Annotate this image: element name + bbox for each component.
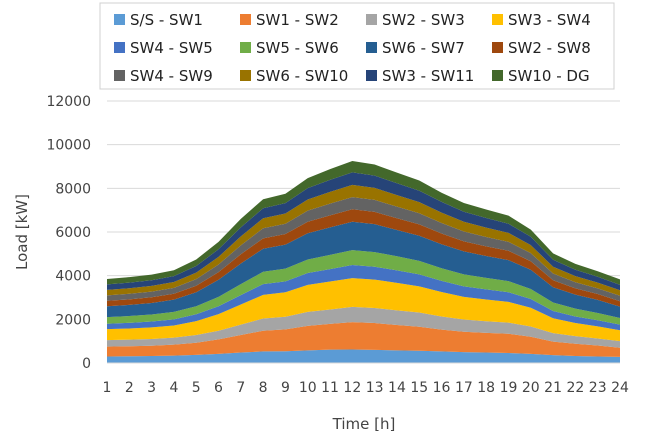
legend-swatch xyxy=(114,14,125,25)
legend-swatch xyxy=(114,70,125,81)
y-tick-label: 4000 xyxy=(55,269,91,285)
x-tick-label: 4 xyxy=(169,380,178,396)
area-series-12 xyxy=(107,161,620,285)
x-tick-label: 9 xyxy=(281,380,290,396)
area-series-2 xyxy=(107,322,620,357)
legend-label: SW1 - SW2 xyxy=(256,11,339,29)
legend-label: SW6 - SW10 xyxy=(256,67,348,85)
legend-label: SW2 - SW3 xyxy=(382,11,465,29)
plot-areas xyxy=(107,161,620,363)
legend-swatch xyxy=(240,70,251,81)
x-tick-label: 8 xyxy=(259,380,268,396)
y-tick-label: 6000 xyxy=(55,225,91,241)
area-series-9 xyxy=(107,197,620,302)
y-tick-label: 0 xyxy=(82,356,91,372)
x-tick-label: 5 xyxy=(192,380,201,396)
legend-label: SW5 - SW6 xyxy=(256,39,339,57)
legend-label: SW4 - SW9 xyxy=(130,67,213,85)
area-series-10 xyxy=(107,184,620,296)
area-series-1 xyxy=(107,349,620,363)
x-tick-label: 22 xyxy=(566,380,584,396)
area-series-4 xyxy=(107,278,620,342)
y-tick-label: 12000 xyxy=(46,94,91,110)
y-tick-label: 2000 xyxy=(55,312,91,328)
x-tick-label: 23 xyxy=(589,380,607,396)
x-axis-title: Time [h] xyxy=(332,415,396,433)
x-tick-label: 6 xyxy=(214,380,223,396)
x-tick-label: 21 xyxy=(544,380,562,396)
legend-label: SW10 - DG xyxy=(508,67,590,85)
legend-swatch xyxy=(492,14,503,25)
legend-label: SW6 - SW7 xyxy=(382,39,465,57)
legend-swatch xyxy=(366,70,377,81)
x-tick-label: 16 xyxy=(433,380,451,396)
x-tick-label: 7 xyxy=(236,380,245,396)
x-tick-label: 13 xyxy=(366,380,384,396)
x-tick-label: 11 xyxy=(321,380,339,396)
area-series-7 xyxy=(107,221,620,319)
legend-label: SW4 - SW5 xyxy=(130,39,213,57)
y-tick-label: 10000 xyxy=(46,138,91,154)
legend-swatch xyxy=(492,42,503,53)
area-series-11 xyxy=(107,172,620,291)
legend-label: SW3 - SW4 xyxy=(508,11,591,29)
x-tick-label: 19 xyxy=(500,380,518,396)
legend-label: SW3 - SW11 xyxy=(382,67,474,85)
legend-label: SW2 - SW8 xyxy=(508,39,591,57)
legend-swatch xyxy=(114,42,125,53)
area-series-5 xyxy=(107,264,620,331)
y-tick-label: 8000 xyxy=(55,181,91,197)
x-tick-label: 24 xyxy=(611,380,629,396)
legend-swatch xyxy=(366,14,377,25)
legend-label: S/S - SW1 xyxy=(130,11,203,29)
x-tick-label: 17 xyxy=(455,380,473,396)
x-tick-label: 14 xyxy=(388,380,406,396)
x-tick-label: 18 xyxy=(477,380,495,396)
x-tick-label: 2 xyxy=(125,380,134,396)
legend-swatch xyxy=(240,42,251,53)
legend-swatch xyxy=(366,42,377,53)
legend-box xyxy=(99,2,615,90)
area-series-3 xyxy=(107,306,620,348)
x-tick-label: 20 xyxy=(522,380,540,396)
x-tick-label: 1 xyxy=(103,380,112,396)
area-series-8 xyxy=(107,209,620,307)
x-tick-label: 12 xyxy=(343,380,361,396)
area-series-6 xyxy=(107,250,620,325)
x-tick-label: 3 xyxy=(147,380,156,396)
x-tick-label: 15 xyxy=(410,380,428,396)
legend-swatch xyxy=(240,14,251,25)
y-axis-title: Load [kW] xyxy=(13,194,31,270)
legend-swatch xyxy=(492,70,503,81)
x-tick-label: 10 xyxy=(299,380,317,396)
legend: S/S - SW1 SW1 - SW2 SW2 - SW3 SW3 - SW4 SW4 … xyxy=(99,2,615,90)
